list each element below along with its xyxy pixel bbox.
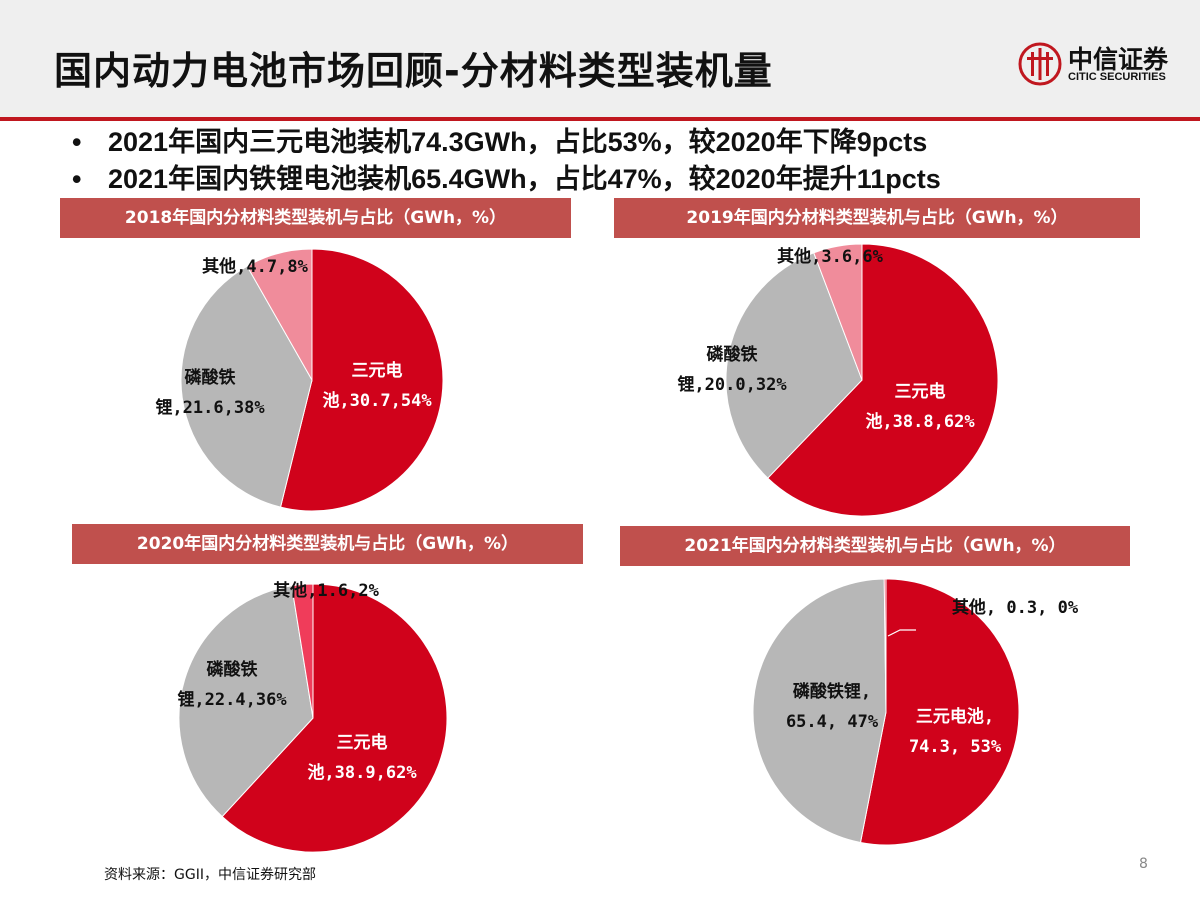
- pie-slice: [180, 265, 313, 508]
- pie-slice: [725, 252, 863, 479]
- data-label-line: 其他,3.6,6%: [777, 246, 883, 267]
- pie-slice: [291, 583, 314, 719]
- data-label: 三元电池,38.9,62%: [307, 732, 417, 783]
- header-divider: [0, 117, 1200, 121]
- data-label: 其他, 0.3, 0%: [952, 597, 1079, 618]
- data-label-line: 池,38.9,62%: [307, 762, 417, 783]
- pie-slice: [767, 243, 999, 517]
- data-label-line: 磷酸铁: [707, 344, 758, 365]
- logo-name: 中信证券: [1068, 45, 1169, 74]
- bullet-text: 2021年国内铁锂电池装机65.4GWh，占比47%，较2020年提升11pct…: [108, 164, 941, 194]
- data-label: 其他,4.7,8%: [202, 256, 308, 277]
- data-label-line: 锂,21.6,38%: [155, 397, 265, 418]
- pie-slice: [246, 248, 313, 382]
- data-label-line: 其他,1.6,2%: [273, 580, 379, 601]
- pie-slice: [221, 583, 448, 853]
- pie-slice: [752, 578, 887, 844]
- data-label-line: 磷酸铁: [207, 659, 258, 680]
- header-bar: [0, 0, 1200, 117]
- data-label-line: 锂,22.4,36%: [177, 689, 287, 710]
- data-label: 三元电池,38.8,62%: [865, 381, 975, 432]
- chart-title-2021: 2021年国内分材料类型装机与占比（GWh，%）: [620, 526, 1130, 566]
- data-label-line: 锂,20.0,32%: [677, 374, 787, 395]
- data-label: 磷酸铁锂,21.6,38%: [155, 367, 265, 418]
- data-label-line: 三元电: [895, 381, 946, 402]
- bullet-text: 2021年国内三元电池装机74.3GWh，占比53%，较2020年下降9pcts: [108, 127, 928, 157]
- data-label: 其他,1.6,2%: [273, 580, 379, 601]
- data-label-line: 三元电: [352, 360, 403, 381]
- page-title: 国内动力电池市场回顾-分材料类型装机量: [54, 49, 773, 93]
- data-label-line: 磷酸铁锂,: [793, 681, 871, 702]
- bullet-item: • 2021年国内铁锂电池装机65.4GWh，占比47%，较2020年提升11pc…: [72, 161, 941, 198]
- brand-logo: 中信证券 CITIC SECURITIES: [1018, 38, 1178, 94]
- data-label-line: 三元电池,: [916, 706, 994, 727]
- data-label: 三元电池,30.7,54%: [322, 360, 432, 411]
- bullet-marker: •: [72, 127, 82, 157]
- data-label: 磷酸铁锂,22.4,36%: [177, 659, 287, 710]
- pie-slice: [859, 578, 1020, 846]
- data-label-line: 磷酸铁: [185, 367, 236, 388]
- pie-slice: [813, 243, 863, 381]
- page-number: 8: [1139, 856, 1148, 872]
- data-label-line: 74.3, 53%: [909, 737, 1002, 757]
- data-label: 其他,3.6,6%: [777, 246, 883, 267]
- data-label: 磷酸铁锂,20.0,32%: [677, 344, 787, 395]
- logo-subtitle: CITIC SECURITIES: [1068, 71, 1166, 83]
- citic-logo-icon: [1018, 42, 1062, 86]
- data-label: 磷酸铁锂, 65.4, 47%: [786, 681, 879, 732]
- data-label-line: 池,38.8,62%: [865, 411, 975, 432]
- source-note: 资料来源：GGII，中信证券研究部: [104, 867, 316, 883]
- bullet-item: • 2021年国内三元电池装机74.3GWh，占比53%，较2020年下降9pct…: [72, 124, 941, 161]
- summary-bullets: • 2021年国内三元电池装机74.3GWh，占比53%，较2020年下降9pct…: [72, 124, 941, 198]
- pie-slice: [279, 248, 444, 512]
- bullet-marker: •: [72, 164, 82, 194]
- chart-title-2018: 2018年国内分材料类型装机与占比（GWh，%）: [60, 198, 571, 238]
- pie-slice: [178, 585, 314, 818]
- data-label-line: 三元电: [337, 732, 388, 753]
- data-label-line: 其他,4.7,8%: [202, 256, 308, 277]
- chart-title-2020: 2020年国内分材料类型装机与占比（GWh，%）: [72, 524, 583, 564]
- leader-line: [887, 629, 916, 637]
- data-label: 三元电池, 74.3, 53%: [909, 706, 1002, 757]
- data-label-line: 其他, 0.3, 0%: [952, 597, 1079, 618]
- data-label-line: 65.4, 47%: [786, 712, 879, 732]
- pie-slice: [883, 578, 887, 713]
- chart-title-2019: 2019年国内分材料类型装机与占比（GWh，%）: [614, 198, 1140, 238]
- data-label-line: 池,30.7,54%: [322, 390, 432, 411]
